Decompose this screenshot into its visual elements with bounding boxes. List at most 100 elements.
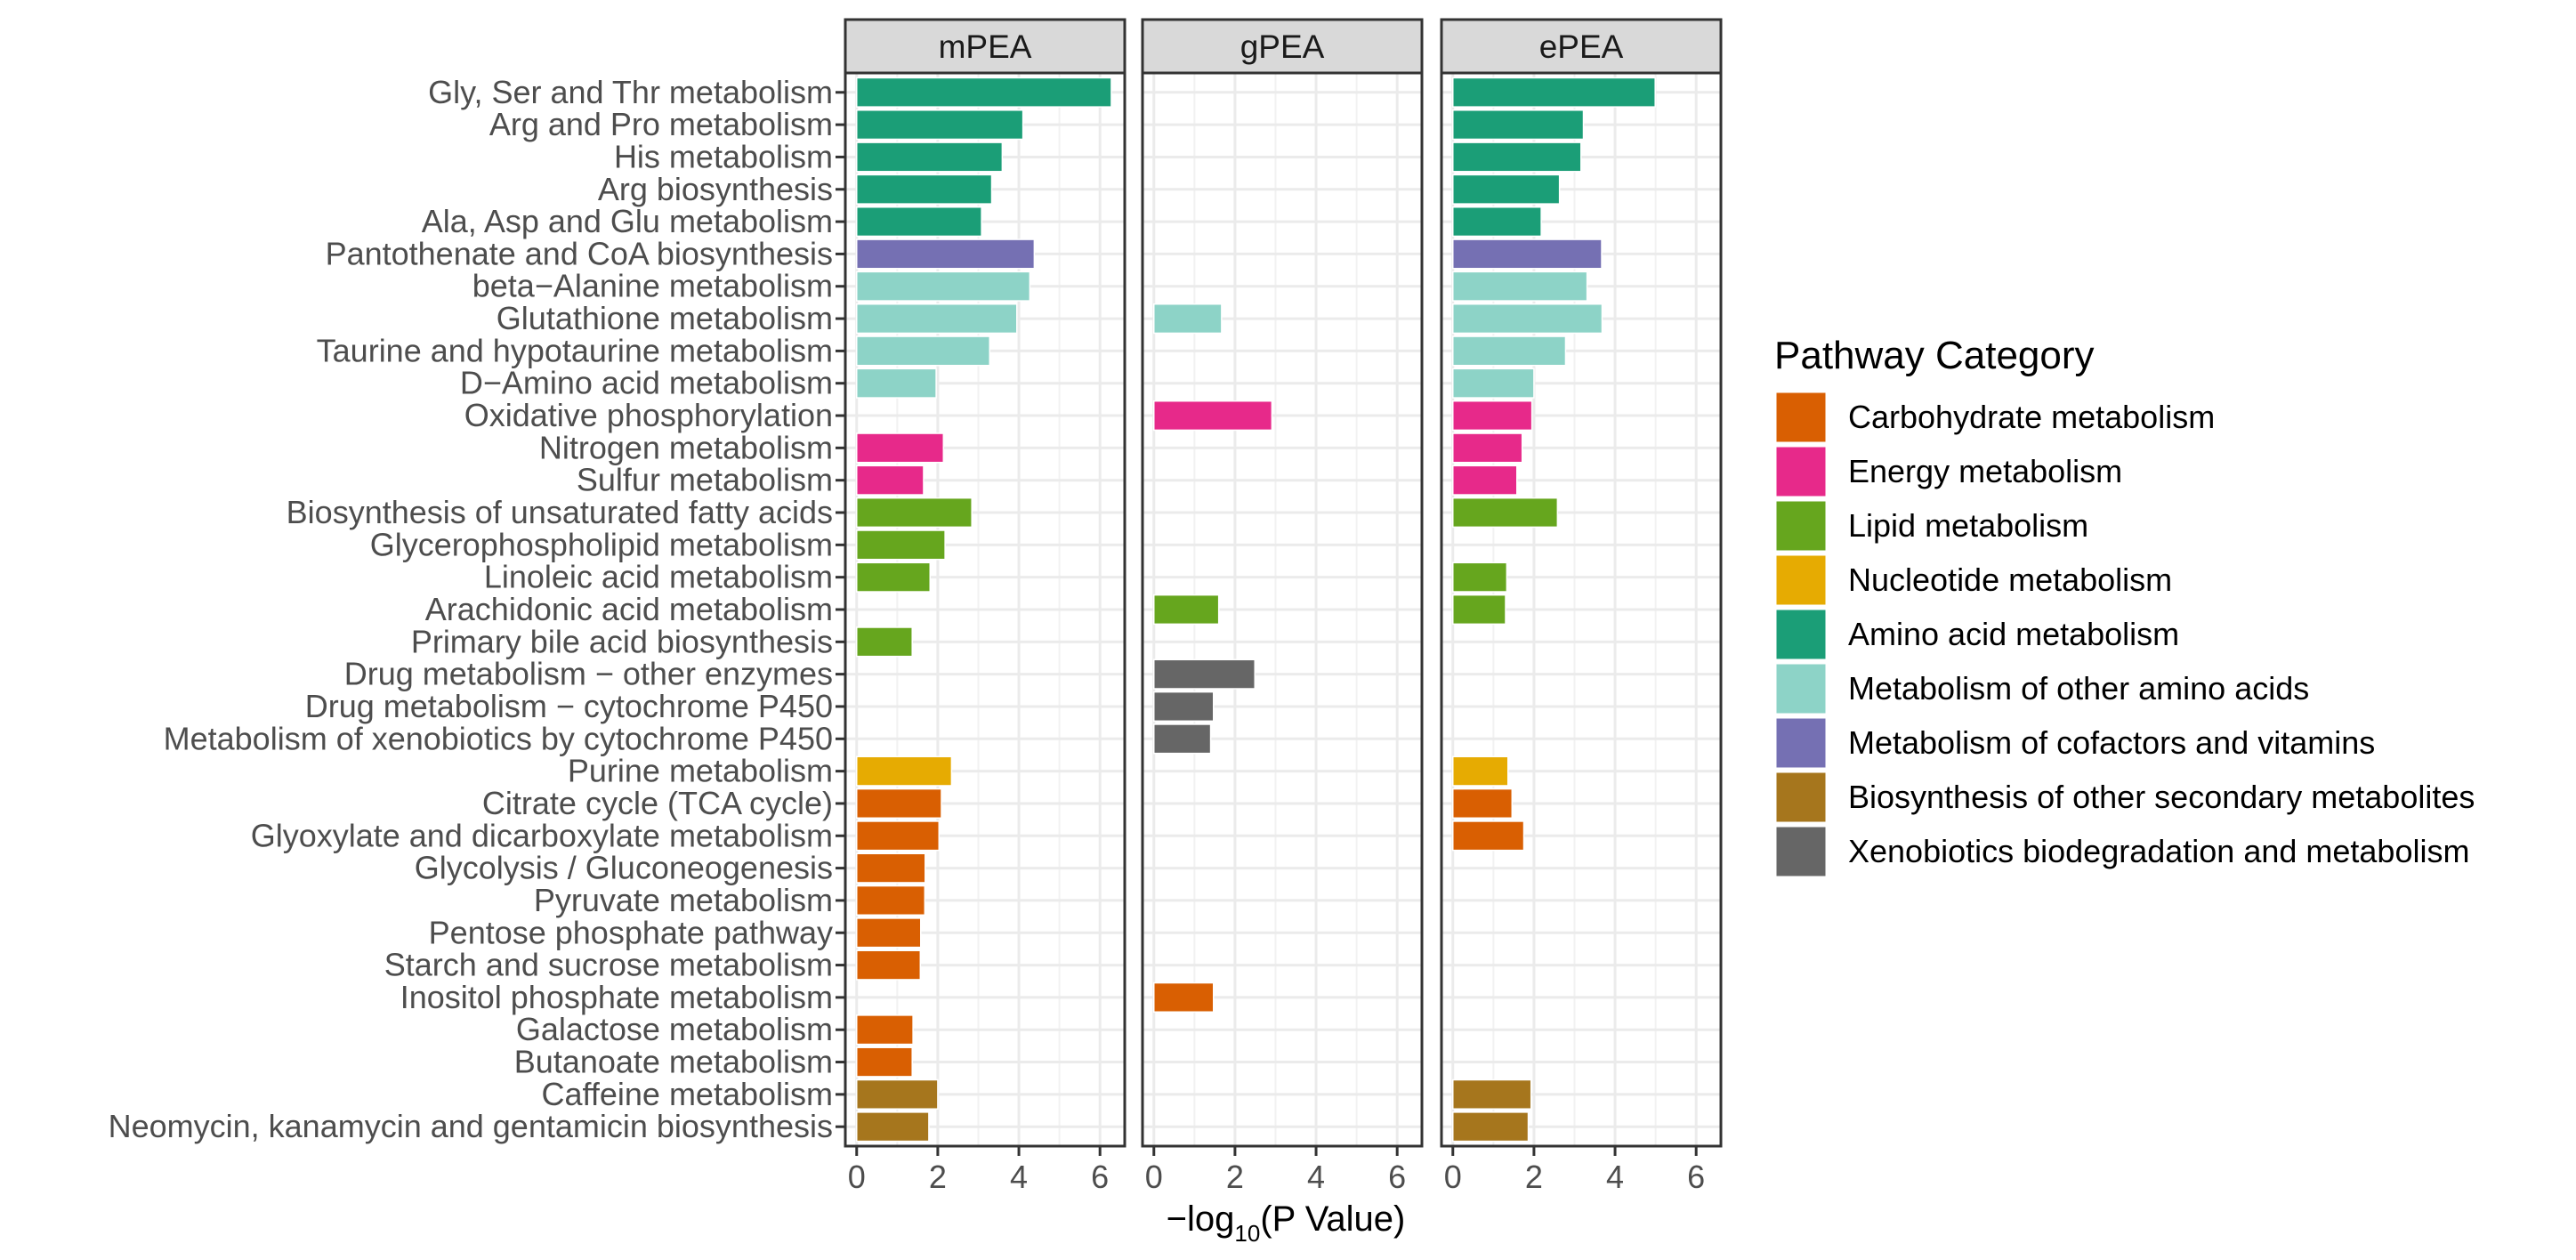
legend-label: Energy metabolism [1848,453,2122,489]
bar [1452,271,1588,302]
y-tick-label: D−Amino acid metabolism [460,365,833,401]
bar [856,626,913,658]
bar [1452,820,1525,852]
legend-item: Biosynthesis of other secondary metaboli… [1775,771,2475,823]
legend-label: Metabolism of cofactors and vitamins [1848,724,2375,761]
y-tick-label: Citrate cycle (TCA cycle) [482,785,833,821]
bar [1153,658,1256,690]
bar [1153,691,1215,723]
bar [1452,206,1542,238]
x-axis-title-suffix: (P Value) [1260,1199,1405,1239]
legend-swatch [1775,554,1827,606]
y-tick-label: beta−Alanine metabolism [472,268,833,304]
y-tick-label: Linoleic acid metabolism [484,559,833,595]
y-tick-label: Drug metabolism − cytochrome P450 [305,688,833,724]
x-tick-label: 4 [1010,1159,1028,1195]
bar [1452,368,1535,399]
bar [856,852,926,884]
facet-strip [844,18,1126,75]
legend-label: Metabolism of other amino acids [1848,670,2309,707]
legend-swatch [1775,663,1827,715]
panel-border [1141,71,1424,1148]
bar [1153,723,1212,755]
x-tick-label: 0 [1145,1159,1163,1195]
y-tick-label: His metabolism [614,138,833,174]
bar [1153,303,1223,335]
y-tick-label: Caffeine metabolism [542,1076,834,1112]
legend-label: Nucleotide metabolism [1848,561,2172,598]
legend-item: Nucleotide metabolism [1775,554,2172,606]
legend-title: Pathway Category [1774,334,2095,377]
y-tick-label: Glycolysis / Gluconeogenesis [415,850,833,886]
y-tick-label: Pentose phosphate pathway [429,914,833,950]
panel-border [844,71,1126,1148]
x-tick-label: 2 [1525,1159,1543,1195]
bar [856,432,945,464]
y-tick-label: Sulfur metabolism [577,462,833,498]
legend: Pathway Category Carbohydrate metabolism… [1774,334,2475,877]
bar [1452,594,1506,626]
bar [856,464,925,496]
bar [1452,432,1523,464]
bar [1153,981,1215,1014]
bar [856,109,1024,141]
facet-strip-label: ePEA [1539,28,1624,65]
bar [856,335,990,367]
bar [856,271,1031,302]
legend-label: Lipid metabolism [1848,507,2088,544]
bar [856,1046,913,1078]
bar [856,917,922,949]
y-tick-label: Oxidative phosphorylation [464,397,833,433]
y-tick-label: Glutathione metabolism [497,300,833,336]
x-tick-label: 0 [1444,1159,1462,1195]
y-tick-label: Glyoxylate and dicarboxylate metabolism [251,817,833,853]
bar [856,561,931,593]
y-tick-label: Glycerophospholipid metabolism [370,526,833,562]
bar [856,884,926,917]
facet-strip-label: mPEA [939,28,1032,65]
bar [856,1078,939,1110]
facet-strip-label: gPEA [1240,28,1325,65]
y-tick-label: Neomycin, kanamycin and gentamicin biosy… [109,1108,833,1144]
bar [856,788,942,820]
bar [856,206,982,238]
bar [1452,77,1656,108]
y-tick-label: Pyruvate metabolism [534,882,833,918]
bar [856,303,1018,335]
legend-swatch [1775,717,1827,769]
x-tick-label: 4 [1606,1159,1624,1195]
y-tick-label: Arg and Pro metabolism [489,106,833,142]
y-tick-label: Gly, Ser and Thr metabolism [428,74,833,110]
bar [856,238,1036,270]
facet-panels: mPEA 0 2 4 6 gPEA 0 2 4 6 ePEA 0 2 4 6 [844,18,1723,1195]
bar [1452,497,1559,529]
legend-label: Amino acid metabolism [1848,616,2179,652]
y-tick-label: Galactose metabolism [516,1011,833,1047]
y-tick-label: Inositol phosphate metabolism [400,979,833,1015]
legend-item: Lipid metabolism [1775,500,2088,552]
bar [856,497,973,529]
bar [856,368,937,399]
bar [856,529,946,561]
legend-swatch [1775,392,1827,443]
bar [1153,594,1220,626]
legend-label: Xenobiotics biodegradation and metabolis… [1848,833,2469,869]
bar [1452,141,1582,173]
bar [1452,303,1603,335]
y-tick-label: Drug metabolism − other enzymes [344,656,833,692]
legend-item: Metabolism of other amino acids [1775,663,2309,715]
x-tick-label: 0 [848,1159,866,1195]
legend-item: Xenobiotics biodegradation and metabolis… [1775,826,2469,877]
bar [1452,464,1518,496]
bar [856,1111,930,1143]
x-tick-label: 2 [1226,1159,1244,1195]
bar [856,949,922,981]
bar [1452,238,1603,270]
x-axis-title-prefix: −log [1167,1199,1235,1239]
y-tick-label: Arg biosynthesis [598,171,833,207]
y-tick-label: Primary bile acid biosynthesis [411,623,833,659]
y-tick-label: Taurine and hypotaurine metabolism [317,332,833,368]
legend-swatch [1775,609,1827,660]
legend-item: Metabolism of cofactors and vitamins [1775,717,2375,769]
